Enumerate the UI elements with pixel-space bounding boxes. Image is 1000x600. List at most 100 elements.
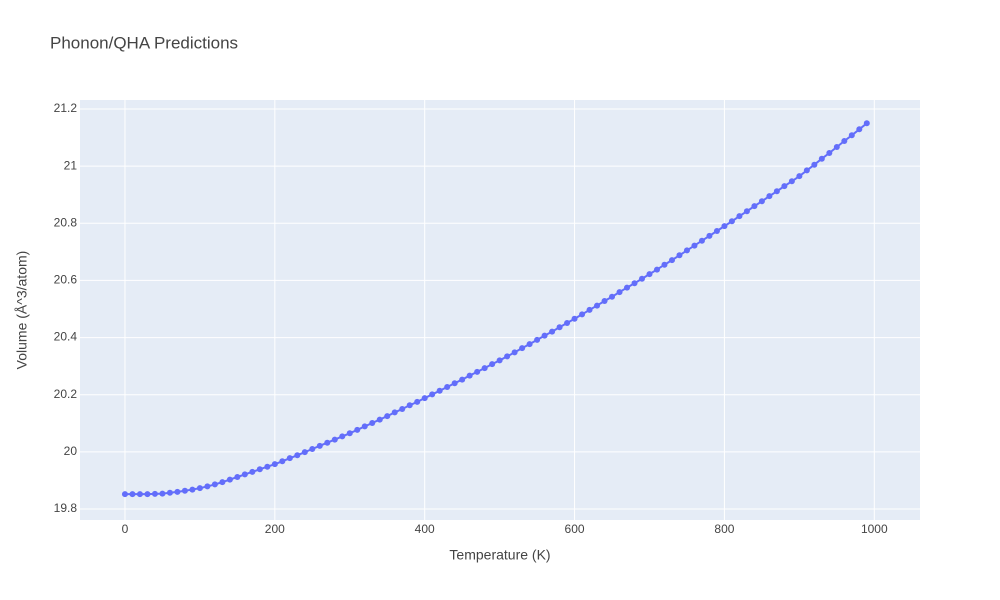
y-tick-label: 20.6 <box>54 273 78 287</box>
data-point <box>586 306 593 313</box>
data-point <box>361 423 368 430</box>
x-tick-label: 600 <box>565 522 585 536</box>
chart-title: Phonon/QHA Predictions <box>50 33 238 52</box>
data-point <box>294 452 301 459</box>
data-point <box>863 120 870 127</box>
data-point <box>676 252 683 259</box>
data-point <box>151 490 158 497</box>
data-point <box>549 328 556 335</box>
data-point <box>271 461 278 468</box>
y-tick-label: 20.8 <box>54 215 78 229</box>
x-tick-label: 800 <box>714 522 734 536</box>
data-point <box>331 436 338 443</box>
data-point <box>391 409 398 416</box>
data-point <box>219 479 226 486</box>
data-point <box>489 361 496 368</box>
data-point <box>136 491 143 498</box>
data-point <box>406 402 413 409</box>
data-point <box>511 349 518 356</box>
data-point <box>736 213 743 220</box>
data-point <box>181 487 188 494</box>
data-point <box>189 486 196 493</box>
data-point <box>354 426 361 433</box>
x-tick-label: 1000 <box>861 522 888 536</box>
data-point <box>743 208 750 215</box>
data-point <box>564 320 571 326</box>
data-point <box>616 289 623 296</box>
data-point <box>376 416 383 423</box>
y-tick-label: 19.8 <box>54 501 78 515</box>
data-point <box>421 395 428 402</box>
data-point <box>706 232 713 239</box>
data-point <box>174 488 181 495</box>
data-point <box>159 490 166 497</box>
data-point <box>848 132 855 139</box>
data-point <box>279 458 286 465</box>
data-point <box>369 420 376 426</box>
data-point <box>196 485 203 492</box>
data-point <box>691 242 698 249</box>
data-point <box>579 311 586 318</box>
data-point <box>609 293 616 300</box>
data-point <box>481 365 488 372</box>
data-point <box>384 413 391 420</box>
data-point <box>429 391 436 398</box>
data-point <box>496 357 503 364</box>
data-point <box>728 218 735 225</box>
data-point <box>166 489 173 496</box>
data-point <box>833 144 840 150</box>
data-point <box>526 341 533 348</box>
x-tick-label: 0 <box>122 522 129 536</box>
x-axis-label: Temperature (K) <box>449 547 550 563</box>
data-point <box>249 468 256 475</box>
data-point <box>241 471 248 478</box>
data-point <box>414 398 421 405</box>
data-point <box>601 298 608 304</box>
data-point <box>451 380 458 387</box>
data-point <box>766 193 773 200</box>
data-point <box>818 155 825 162</box>
data-point <box>758 198 765 205</box>
data-point <box>751 203 758 210</box>
data-point <box>683 247 690 254</box>
data-point <box>796 173 803 180</box>
y-tick-label: 20 <box>64 444 78 458</box>
data-point <box>264 463 271 470</box>
data-point <box>286 455 293 462</box>
data-point <box>841 138 848 144</box>
x-tick-label: 400 <box>415 522 435 536</box>
data-point <box>436 387 443 394</box>
data-point <box>339 433 346 440</box>
data-point <box>519 345 526 352</box>
data-point <box>534 336 541 343</box>
data-point <box>466 372 473 379</box>
data-point <box>803 167 810 174</box>
plot-area <box>80 100 920 520</box>
data-point <box>301 449 308 456</box>
data-point <box>811 161 818 168</box>
data-point <box>316 442 323 449</box>
data-point <box>474 368 481 375</box>
data-point <box>826 150 833 156</box>
data-point <box>324 439 331 446</box>
data-point <box>556 324 563 331</box>
data-point <box>721 223 728 230</box>
y-axis-label: Volume (Å^3/atom) <box>14 251 30 370</box>
data-point <box>653 266 660 273</box>
data-point <box>788 178 795 185</box>
data-point <box>459 376 466 383</box>
data-point <box>144 491 151 498</box>
data-point <box>856 126 863 133</box>
data-point <box>444 384 451 390</box>
grid <box>80 100 920 520</box>
data-point <box>594 302 601 309</box>
data-point <box>211 481 218 488</box>
data-point <box>713 228 720 234</box>
x-tick-label: 200 <box>265 522 285 536</box>
data-point <box>646 271 653 278</box>
data-line <box>124 122 868 496</box>
data-point <box>661 261 668 268</box>
data-point <box>129 491 136 498</box>
data-point <box>773 188 780 195</box>
data-point <box>571 315 578 322</box>
